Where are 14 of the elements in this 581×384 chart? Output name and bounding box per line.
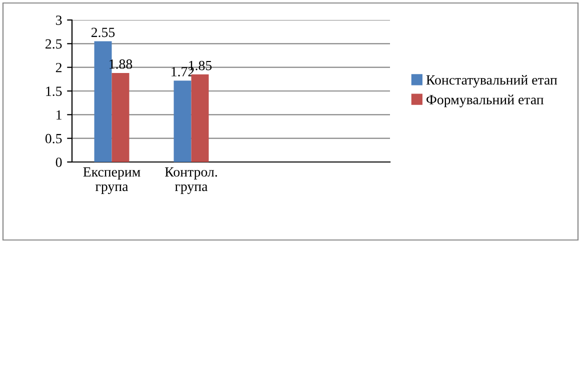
legend-label: Констатувальний етап <box>426 75 558 88</box>
y-tick-label: 1.5 <box>46 86 62 96</box>
y-tick-label: 3 <box>56 16 62 25</box>
x-tick-label: Експерим група <box>83 167 140 194</box>
y-tick-label: 1 <box>56 110 62 120</box>
bar <box>112 73 130 162</box>
legend-label: Формувальний етап <box>426 94 544 108</box>
y-tick-label: 2.5 <box>46 39 62 49</box>
y-tick-label: 0 <box>56 158 62 167</box>
x-tick-label: Контрол. група <box>165 167 217 194</box>
y-tick-label: 0.5 <box>45 134 62 144</box>
y-tick-label: 2 <box>56 62 62 72</box>
data-label: 2.55 <box>91 28 115 38</box>
bar <box>174 80 192 162</box>
